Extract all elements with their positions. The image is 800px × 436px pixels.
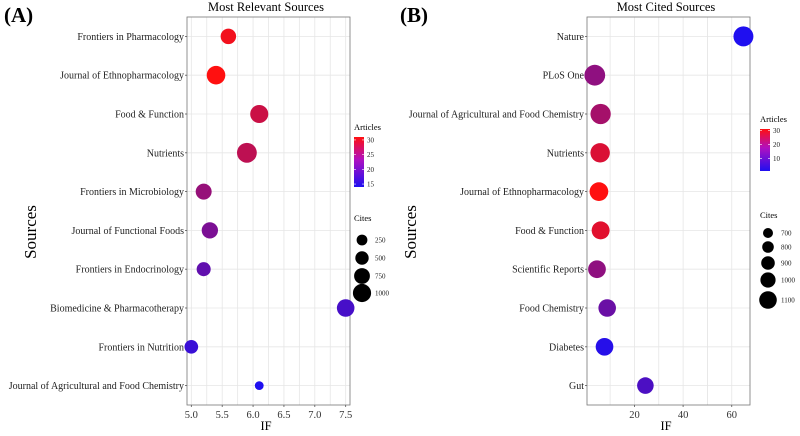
x-tick-label: 5.0 [185,410,198,421]
legend-size-point [356,234,368,246]
y-tick-label: Journal of Agricultural and Food Chemist… [409,110,584,121]
x-tick-label: 40 [678,410,689,421]
data-point [195,183,212,200]
y-tick-label: Food & Function [515,226,584,237]
data-point [254,381,264,391]
x-axis-title: IF [260,419,271,433]
data-point [336,299,355,317]
legend-size-label: 700 [781,230,792,238]
legend-colorbar [354,137,364,187]
y-tick-label: Journal of Ethnopharmacology [60,71,184,82]
legend-size-point [759,291,777,309]
data-point [591,221,610,240]
y-tick-label: Frontiers in Endocrinology [76,265,184,276]
data-point [590,103,611,125]
data-point [733,26,754,47]
data-point [206,65,226,85]
y-tick-label: Biomedicine & Pharmacotherapy [50,304,184,315]
panel-label: (B) [400,3,428,27]
plot-frame [186,16,351,406]
legend-size-point [352,283,372,303]
legend-size-label: 750 [375,273,386,281]
legend-size-label: 1000 [781,277,796,285]
y-tick-label: Nature [557,32,585,43]
legend-colorbar-label: 10 [773,155,781,163]
y-tick-label: Gut [569,381,584,392]
data-point [637,377,654,394]
y-tick-label: Diabetes [549,342,584,353]
data-point [196,262,211,277]
data-point [589,182,609,201]
legend-cites-title: Cites [760,210,777,220]
legend-colorbar-label: 30 [367,136,375,144]
legend-colorbar-label: 20 [367,166,375,174]
data-point [598,299,616,317]
y-tick-label: Journal of Functional Foods [72,226,185,237]
data-point [184,339,199,354]
x-tick-label: 6.5 [277,410,290,421]
data-point [201,222,218,239]
y-tick-label: Frontiers in Pharmacology [77,32,184,43]
y-tick-label: Nutrients [147,148,184,159]
data-point [595,337,614,356]
x-tick-label: 20 [629,410,640,421]
legend-colorbar-label: 25 [367,151,375,159]
legend-size-point [354,268,370,284]
y-tick-label: Nutrients [547,148,584,159]
plot-frame [586,16,751,406]
data-point [588,260,606,279]
legend-articles-title: Articles [354,122,381,132]
legend-colorbar-label: 30 [773,127,781,135]
y-axis-title: Sources [401,205,420,259]
x-axis-title: IF [660,419,671,433]
legend-size-point [762,241,774,253]
y-tick-label: Frontiers in Nutrition [98,342,184,353]
x-tick-label: 6.0 [247,410,260,421]
y-tick-label: Scientific Reports [512,265,584,276]
y-tick-label: Food & Function [115,110,184,121]
legend-size-point [763,228,773,238]
legend-size-point [761,256,775,270]
legend-size-label: 800 [781,244,792,252]
data-point [590,143,610,163]
data-point [220,28,237,45]
legend-size-label: 1000 [375,290,390,298]
chart-title: Most Cited Sources [617,0,716,14]
panel-b: (B) Most Cited Sources Nature PLoS One Journ… [400,0,796,433]
y-tick-label: Food Chemistry [519,304,584,315]
y-axis-title: Sources [21,205,40,259]
y-tick-label: PLoS One [543,71,585,82]
x-tick-label: 60 [727,410,738,421]
y-tick-label: Journal of Ethnopharmacology [460,187,584,198]
legend-articles-title: Articles [760,114,787,124]
panel-a: (A) Most Relevant Sources Frontiers in Pha… [4,0,390,433]
legend-colorbar-label: 15 [367,181,375,189]
legend-colorbar-label: 20 [773,141,781,149]
legend-size-label: 500 [375,255,386,263]
y-tick-label: Frontiers in Microbiology [80,187,184,198]
legend-cites-title: Cites [354,213,371,223]
legend-size-label: 250 [375,237,386,245]
legend-size-label: 1100 [781,297,795,305]
data-point [584,64,606,86]
panel-label: (A) [4,3,33,27]
legend-size-label: 900 [781,260,792,268]
legend-size-point [355,251,369,265]
x-tick-label: 7.0 [308,410,321,421]
y-tick-label: Journal of Agricultural and Food Chemist… [9,381,184,392]
data-point [250,104,269,124]
legend-colorbar [760,129,770,171]
chart-title: Most Relevant Sources [208,0,324,14]
data-point [236,142,257,163]
x-tick-label: 7.5 [339,410,352,421]
legend-size-point [760,272,776,288]
x-tick-label: 5.5 [216,410,229,421]
